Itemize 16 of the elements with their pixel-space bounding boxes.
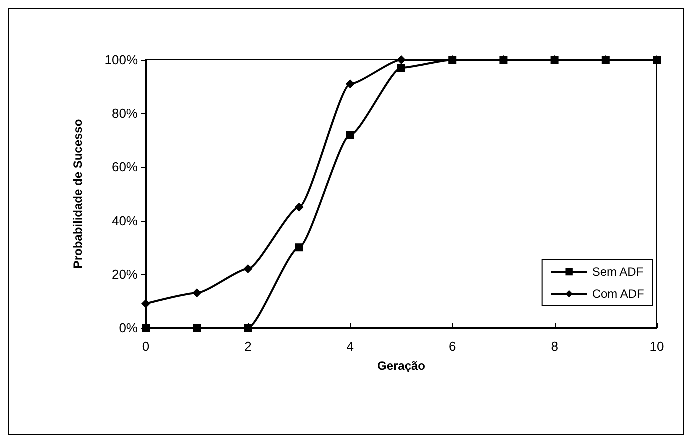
y-tick-label: 0% — [119, 320, 138, 336]
y-tick-label: 20% — [112, 266, 138, 282]
x-tick-label: 0 — [142, 339, 150, 354]
y-tick-label: 100% — [104, 52, 138, 68]
legend-label: Sem ADF — [592, 265, 644, 279]
x-tick-label: 6 — [448, 339, 456, 354]
y-tick-label: 80% — [112, 106, 138, 122]
x-axis-title: Geração — [377, 359, 426, 373]
y-axis-title: Probabilidade de Sucesso — [71, 119, 85, 269]
y-tick-label: 60% — [112, 160, 138, 175]
y-tick-label: 40% — [112, 213, 138, 228]
x-tick-label: 8 — [551, 339, 558, 354]
x-tick-label: 10 — [650, 339, 664, 354]
x-tick-label: 4 — [346, 339, 354, 354]
legend-label: Com ADF — [592, 287, 644, 301]
x-tick-label: 2 — [244, 339, 252, 354]
